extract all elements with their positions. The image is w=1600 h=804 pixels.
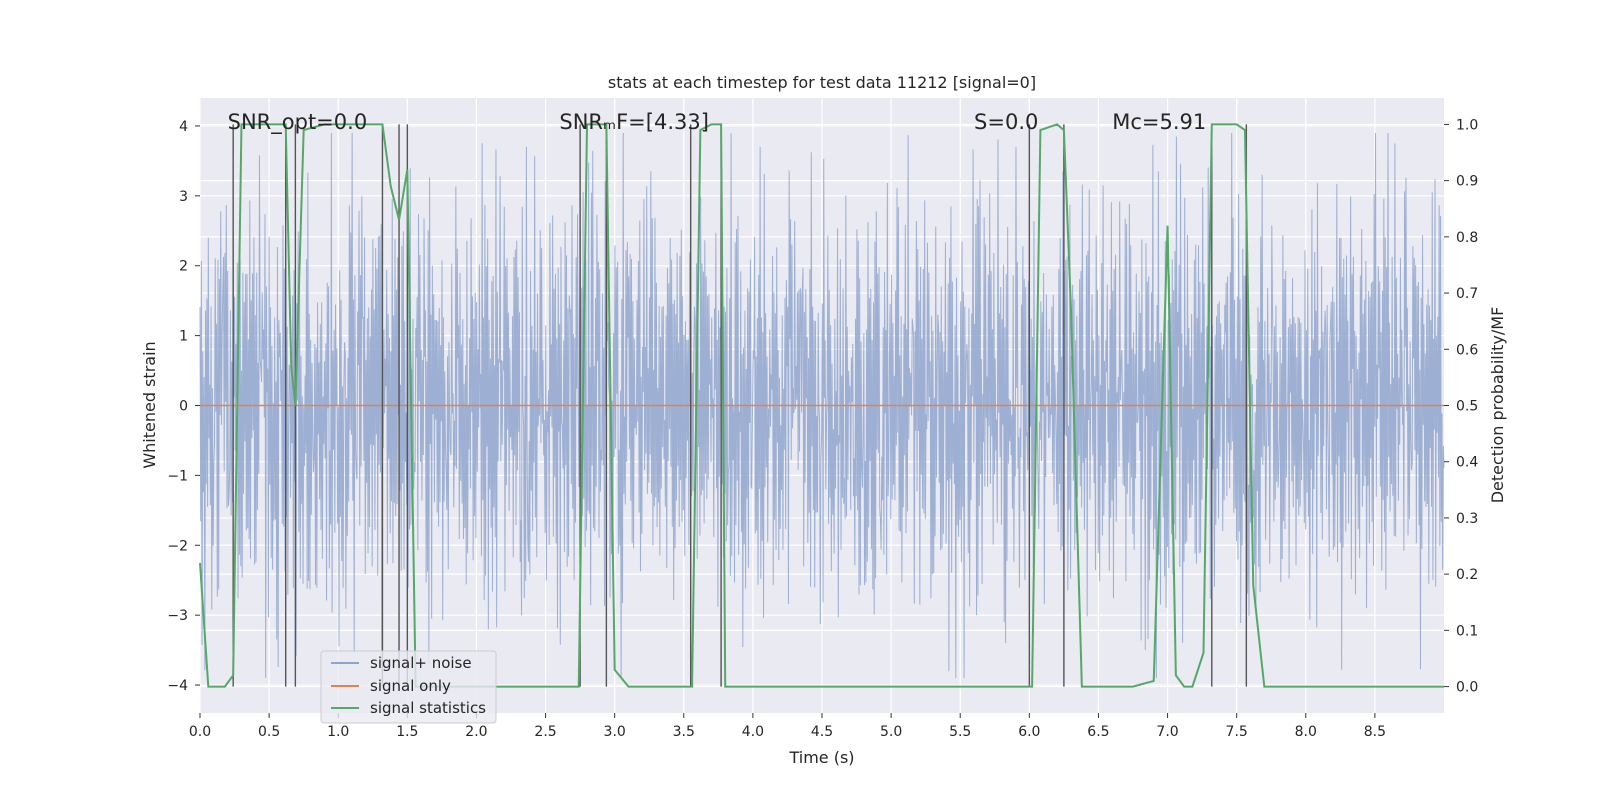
legend-entry-signal-noise: signal+ noise (370, 654, 472, 672)
y2-tick-label: 0.9 (1456, 174, 1478, 190)
y-tick-label: −3 (167, 608, 188, 624)
x-axis-label: Time (s) (788, 748, 854, 767)
x-tick-label: 7.5 (1226, 724, 1248, 740)
x-tick-label: 0.5 (258, 724, 280, 740)
x-tick-label: 5.0 (880, 724, 902, 740)
annotations: SNR_opt=0.0 SNRₘF=[4.33] S=0.0 Mᴄ=5.91 (228, 110, 1207, 135)
y2-axis-label: Detection probability/MF (1488, 307, 1507, 504)
y-tick-label: −4 (167, 678, 188, 694)
x-tick-label: 2.0 (465, 724, 487, 740)
legend: signal+ noise signal only signal statist… (320, 650, 497, 724)
y-tick-label: 3 (179, 189, 188, 205)
y2-tick-label: 0.6 (1456, 342, 1478, 358)
y2-tick-label: 0.1 (1456, 623, 1478, 639)
x-tick-label: 0.0 (189, 724, 211, 740)
legend-entry-signal-statistics: signal statistics (370, 699, 486, 717)
series-signal-statistics-line (199, 123, 1444, 688)
legend-box (320, 650, 497, 724)
y2-tick-label: 0.4 (1456, 455, 1478, 471)
y-tick-label: 2 (179, 259, 188, 275)
y2-tick-label: 0.0 (1456, 680, 1478, 696)
x-tick-label: 7.0 (1156, 724, 1178, 740)
x-tick-label: 5.5 (949, 724, 971, 740)
x-tick-label: 4.5 (811, 724, 833, 740)
y-tick-label: −2 (167, 538, 188, 554)
y-tick-label: 1 (179, 329, 188, 345)
y-tick-label: 4 (179, 119, 188, 135)
y2-tick-label: 0.8 (1456, 230, 1478, 246)
annotation-s: S=0.0 (974, 110, 1038, 134)
y2-tick-label: 0.2 (1456, 567, 1478, 583)
x-tick-label: 6.5 (1087, 724, 1109, 740)
y2-tick-label: 1.0 (1456, 117, 1478, 133)
annotation-snr-mf: SNRₘF=[4.33] (559, 110, 709, 134)
x-tick-label: 4.0 (742, 724, 764, 740)
tick-labels: 0.0 0.5 1.0 1.5 2.0 2.5 3.0 3.5 4.0 4.5 5.0 5.5 6.0 6… (167, 117, 1478, 740)
x-tick-label: 3.0 (604, 724, 626, 740)
annotation-snr-opt: SNR_opt=0.0 (228, 110, 368, 135)
y2-tick-label: 0.7 (1456, 286, 1478, 302)
x-tick-label: 1.5 (396, 724, 418, 740)
y-axis-label: Whitened strain (140, 341, 159, 468)
y-tick-label: 0 (179, 399, 188, 415)
x-tick-label: 8.0 (1295, 724, 1317, 740)
legend-entry-signal-only: signal only (370, 677, 451, 695)
stats-layer (199, 123, 1444, 688)
chart-title: stats at each timestep for test data 112… (608, 73, 1036, 92)
y-tick-label: −1 (167, 468, 188, 484)
x-tick-label: 6.0 (1018, 724, 1040, 740)
y2-tick-label: 0.5 (1456, 399, 1478, 415)
y2-tick-label: 0.3 (1456, 511, 1478, 527)
x-tick-label: 8.5 (1364, 724, 1386, 740)
x-tick-label: 3.5 (673, 724, 695, 740)
x-tick-label: 1.0 (327, 724, 349, 740)
x-tick-label: 2.5 (534, 724, 556, 740)
annotation-mc: Mᴄ=5.91 (1112, 110, 1206, 134)
